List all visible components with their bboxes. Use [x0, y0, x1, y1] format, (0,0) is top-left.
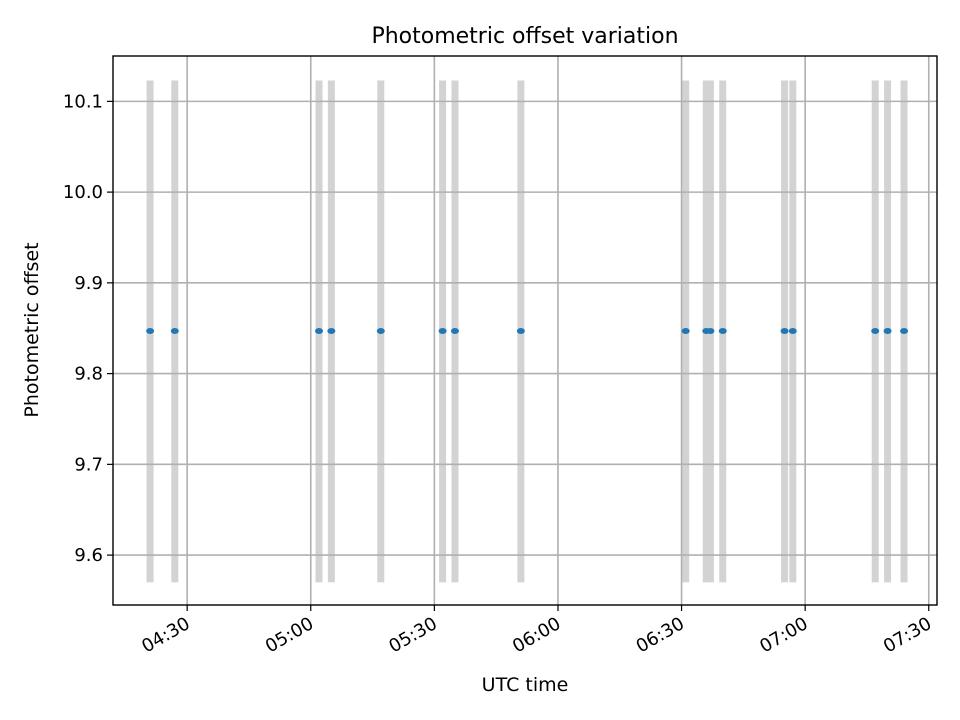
x-tick-label: 07:30: [880, 613, 935, 657]
chart-title: Photometric offset variation: [371, 24, 678, 49]
data-point: [780, 327, 789, 334]
x-tick-label: 05:30: [385, 613, 440, 657]
y-tick-label: 9.9: [74, 273, 103, 294]
grid-layer: [113, 56, 937, 605]
y-tick-label: 9.7: [74, 454, 103, 475]
data-point: [706, 327, 715, 334]
data-point: [315, 327, 323, 334]
data-point: [871, 327, 880, 334]
y-tick-label: 10.0: [63, 182, 103, 203]
x-tick-label: 06:00: [509, 613, 564, 657]
x-tick-label: 07:00: [756, 613, 811, 657]
y-tick-label: 9.6: [74, 545, 103, 566]
data-point: [681, 327, 690, 334]
data-point: [516, 327, 525, 334]
data-point: [900, 327, 909, 334]
data-point: [788, 327, 797, 334]
data-point: [438, 327, 447, 334]
data-point: [170, 327, 179, 334]
x-tick-label: 05:00: [262, 613, 317, 657]
x-tick-label: 04:30: [138, 613, 193, 657]
point-layer: [146, 327, 909, 334]
x-axis-label: UTC time: [482, 674, 569, 696]
data-point: [327, 327, 336, 334]
data-point: [718, 327, 727, 334]
y-tick-label: 9.8: [74, 364, 103, 385]
y-axis-label: Photometric offset: [21, 242, 43, 417]
data-point: [146, 327, 155, 334]
x-tick-label: 06:30: [633, 613, 688, 657]
data-point: [450, 327, 459, 334]
y-tick-label: 10.1: [63, 91, 103, 112]
data-point: [376, 327, 385, 334]
data-point: [883, 327, 892, 334]
plot-frame: [112, 55, 938, 606]
